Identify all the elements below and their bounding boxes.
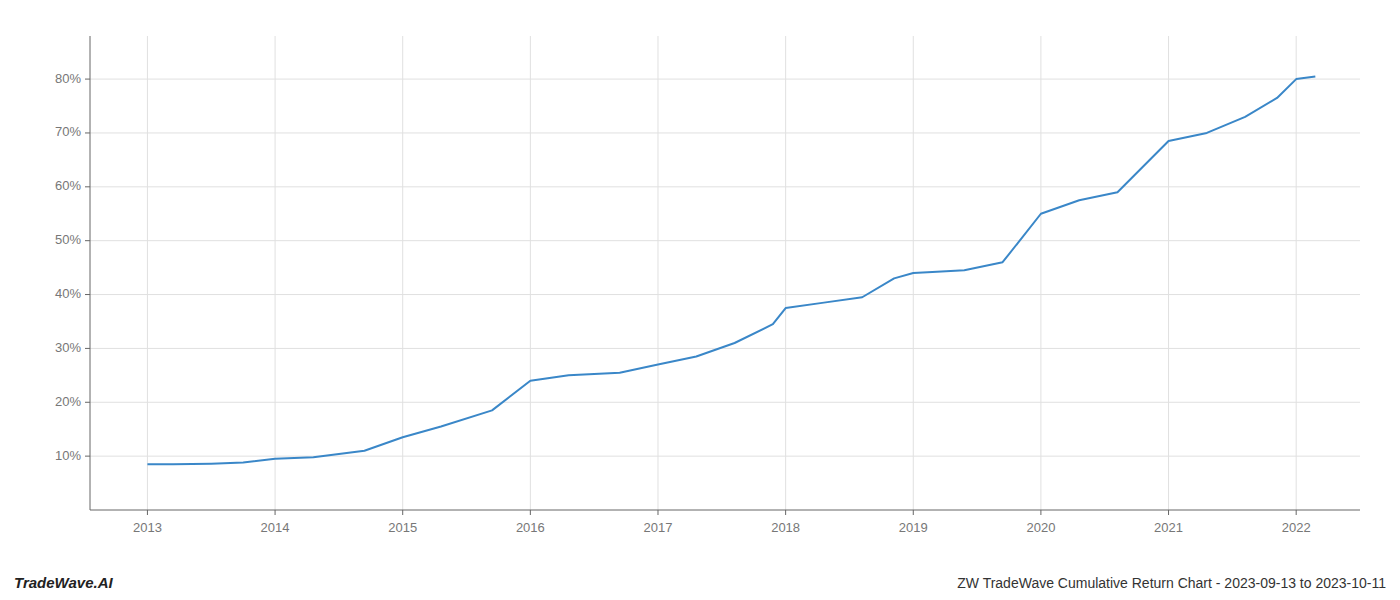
x-tick-label: 2017 (644, 520, 673, 535)
x-tick (147, 510, 148, 515)
x-tick (785, 510, 786, 515)
y-grid-line (90, 240, 1360, 241)
x-tick (275, 510, 276, 515)
axes: 10% 20% 30% 40% 50% 60% 70% 80% 2013 2014 2015 2016… (55, 36, 1360, 535)
x-tick-label: 2020 (1026, 520, 1055, 535)
y-tick-label: 70% (55, 124, 81, 139)
y-tick (85, 294, 90, 295)
background (0, 0, 1400, 600)
x-tick-label: 2015 (388, 520, 417, 535)
y-grid-line (90, 348, 1360, 349)
y-grid-line (90, 186, 1360, 187)
data-line (147, 76, 1315, 464)
x-grid-line (1296, 36, 1297, 510)
x-tick (1296, 510, 1297, 515)
x-tick (402, 510, 403, 515)
y-tick-label: 50% (55, 232, 81, 247)
x-grid-line (657, 36, 658, 510)
y-tick-label: 20% (55, 394, 81, 409)
y-tick-label: 60% (55, 178, 81, 193)
x-tick-label: 2019 (899, 520, 928, 535)
y-tick (85, 240, 90, 241)
x-grid-line (1168, 36, 1169, 510)
y-axis-line (90, 36, 91, 510)
x-tick-label: 2013 (133, 520, 162, 535)
x-tick-label: 2018 (771, 520, 800, 535)
watermark: TradeWave.AI (14, 574, 113, 591)
x-tick-label: 2016 (516, 520, 545, 535)
chart-container: 10% 20% 30% 40% 50% 60% 70% 80% 2013 2014 2015 2016… (0, 0, 1400, 600)
plot-area (147, 76, 1315, 464)
x-grid-line (402, 36, 403, 510)
x-tick (657, 510, 658, 515)
y-tick-label: 40% (55, 286, 81, 301)
x-grid-line (147, 36, 148, 510)
x-grid-line (1040, 36, 1041, 510)
x-axis-line (90, 510, 1360, 511)
y-tick (85, 402, 90, 403)
y-tick (85, 348, 90, 349)
y-tick (85, 186, 90, 187)
x-tick-label: 2014 (261, 520, 290, 535)
x-tick-label: 2021 (1154, 520, 1183, 535)
y-grid-line (90, 294, 1360, 295)
x-grid-line (530, 36, 531, 510)
x-tick-label: 2022 (1282, 520, 1311, 535)
chart-svg: 10% 20% 30% 40% 50% 60% 70% 80% 2013 2014 2015 2016… (0, 0, 1400, 600)
x-grid-line (275, 36, 276, 510)
x-grid-line (785, 36, 786, 510)
x-tick (1168, 510, 1169, 515)
x-tick (530, 510, 531, 515)
y-grid-line (90, 402, 1360, 403)
x-tick (913, 510, 914, 515)
y-tick (85, 456, 90, 457)
y-grid-line (90, 79, 1360, 80)
x-tick (1040, 510, 1041, 515)
y-grid-line (90, 456, 1360, 457)
y-tick-label: 30% (55, 340, 81, 355)
y-grid-line (90, 132, 1360, 133)
grid (90, 36, 1360, 510)
chart-title: ZW TradeWave Cumulative Return Chart - 2… (957, 575, 1386, 591)
y-tick-label: 80% (55, 71, 81, 86)
y-tick (85, 132, 90, 133)
y-tick-label: 10% (55, 448, 81, 463)
y-tick (85, 79, 90, 80)
